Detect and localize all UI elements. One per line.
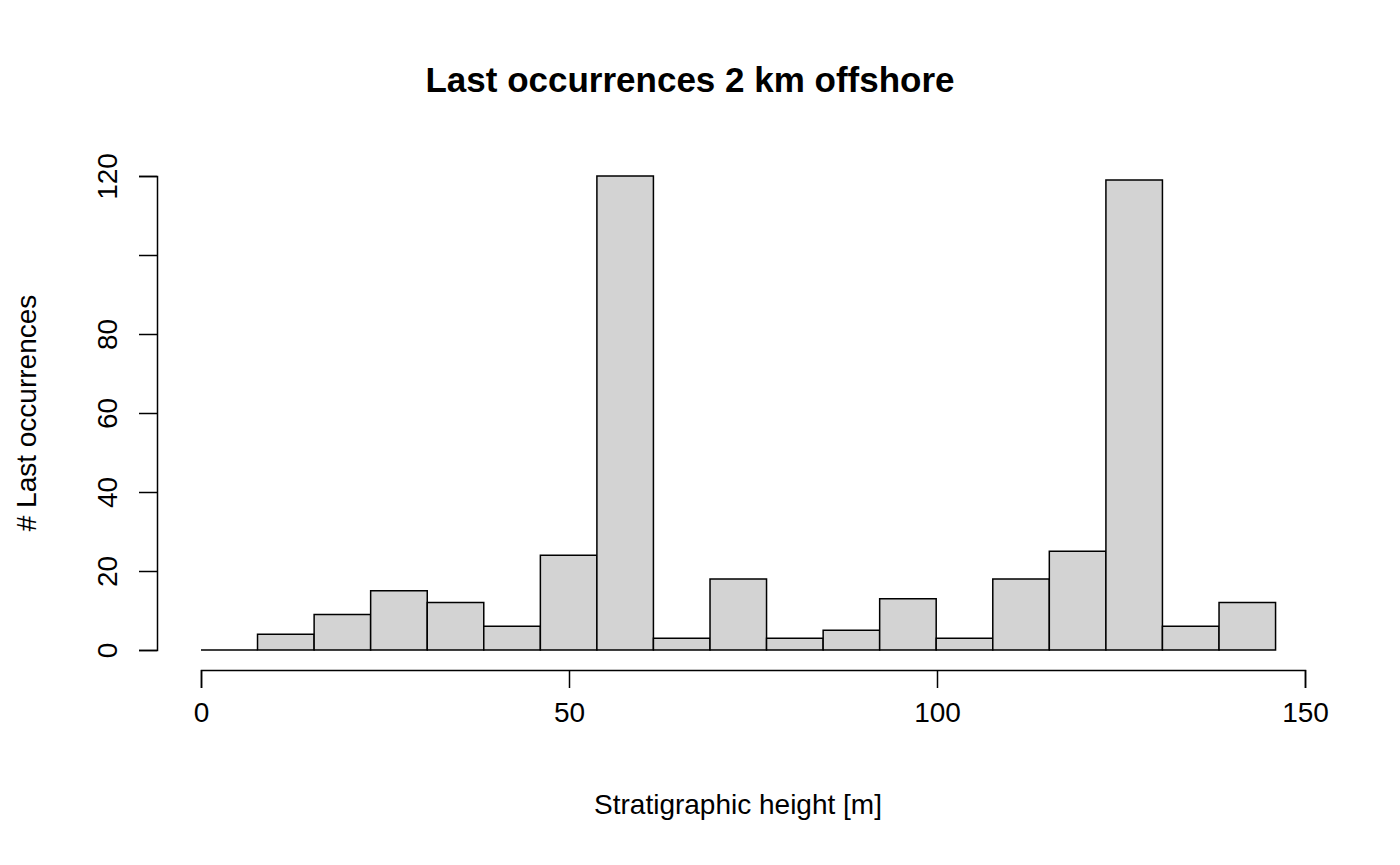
y-tick-mark	[139, 413, 157, 415]
bar	[371, 591, 428, 650]
y-tick: 20	[92, 556, 157, 587]
x-tick: 100	[914, 670, 961, 728]
x-tick-label: 100	[914, 697, 961, 728]
y-tick: 120	[92, 153, 157, 200]
bar	[653, 638, 710, 650]
y-tick-mark	[139, 255, 157, 257]
y-axis-title: # Last occurrences	[11, 295, 42, 532]
bar	[1106, 180, 1163, 650]
bar	[993, 579, 1050, 650]
bar	[314, 614, 371, 650]
title: Last occurrences 2 km offshore	[425, 60, 954, 99]
y-tick-label: 60	[92, 398, 123, 429]
bar	[1219, 603, 1276, 650]
y-tick-mark	[139, 650, 157, 652]
bar	[880, 599, 937, 650]
y-axis: 0 20 40 60 80 120	[92, 153, 158, 658]
x-tick-mark	[1305, 670, 1307, 688]
y-axis-line	[139, 177, 158, 651]
y-tick: 0	[92, 643, 157, 659]
x-tick-mark	[569, 670, 571, 688]
y-tick-label: 40	[92, 477, 123, 508]
bar	[1049, 551, 1106, 650]
bar	[1162, 626, 1219, 650]
y-tick-mark	[139, 571, 157, 573]
x-tick-mark	[937, 670, 939, 688]
x-axis-title: Stratigraphic height [m]	[594, 789, 882, 820]
bar	[258, 634, 315, 650]
bar	[597, 176, 654, 650]
x-axis: 0 50 100 150	[194, 670, 1329, 728]
chart: Last occurrences 2 km offshore0501001500…	[0, 0, 1400, 865]
bars	[201, 176, 1276, 650]
y-tick-mark	[139, 176, 157, 178]
bar	[936, 638, 993, 650]
bar	[767, 638, 824, 650]
bar	[427, 603, 484, 650]
bar	[484, 626, 541, 650]
x-tick: 150	[1282, 670, 1329, 728]
bar	[540, 555, 597, 650]
x-tick: 50	[554, 670, 585, 728]
y-tick-mark	[139, 334, 157, 336]
x-tick-mark	[201, 670, 203, 688]
x-tick-label: 0	[194, 697, 210, 728]
y-tick-label: 20	[92, 556, 123, 587]
bar	[710, 579, 767, 650]
x-tick: 0	[194, 670, 210, 728]
y-tick: 40	[92, 477, 157, 508]
x-axis-line	[202, 671, 1306, 689]
bar	[823, 630, 880, 650]
y-tick: 60	[92, 398, 157, 429]
y-tick	[139, 255, 157, 256]
y-tick: 80	[92, 319, 157, 350]
x-tick-label: 50	[554, 697, 585, 728]
y-tick-mark	[139, 492, 157, 494]
x-tick-label: 150	[1282, 697, 1329, 728]
y-tick-label: 80	[92, 319, 123, 350]
y-tick-label: 120	[92, 153, 123, 200]
bar	[201, 649, 258, 651]
y-tick-label: 0	[92, 643, 123, 659]
